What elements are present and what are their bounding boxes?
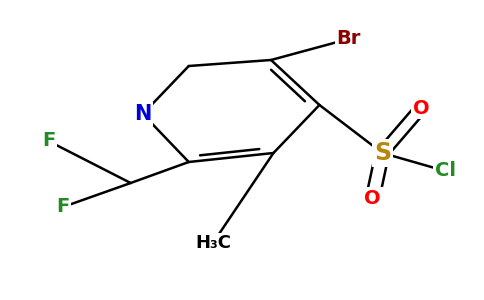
Text: F: F <box>56 197 70 217</box>
Text: Br: Br <box>336 29 361 49</box>
Text: O: O <box>413 98 429 118</box>
Text: O: O <box>364 188 381 208</box>
Text: Cl: Cl <box>435 161 456 181</box>
Text: N: N <box>134 104 151 124</box>
Text: S: S <box>374 141 391 165</box>
Text: H₃C: H₃C <box>195 234 231 252</box>
Text: F: F <box>42 131 55 151</box>
